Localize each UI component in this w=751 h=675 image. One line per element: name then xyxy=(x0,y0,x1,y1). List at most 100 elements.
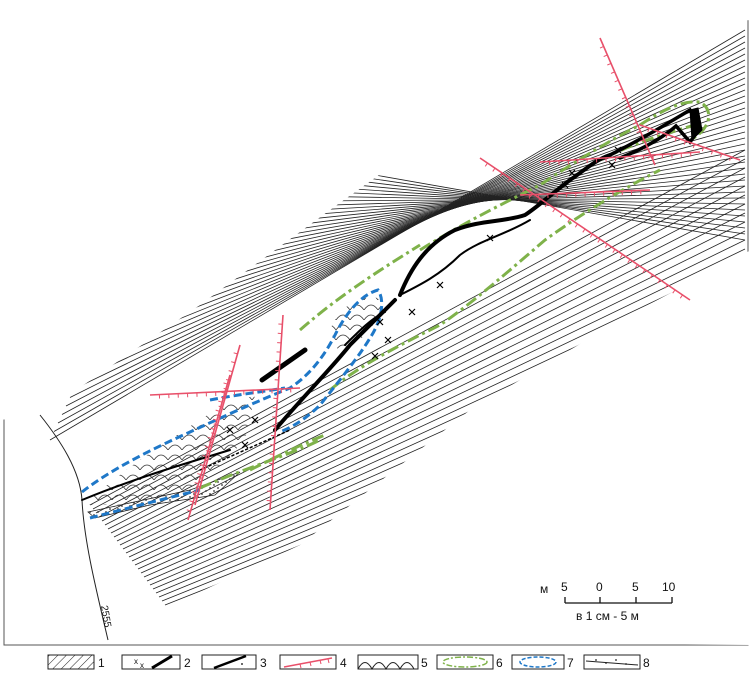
legend-number: 8 xyxy=(643,656,650,670)
fault-tick xyxy=(679,294,683,299)
fault-tick xyxy=(683,140,686,145)
legend-number: 6 xyxy=(496,656,503,670)
fault-tick xyxy=(657,279,661,284)
fault-tick xyxy=(634,264,638,269)
fault-tick xyxy=(202,454,207,458)
fault-tick xyxy=(647,156,652,159)
fault-tick xyxy=(567,218,571,223)
fault-tick xyxy=(619,254,623,258)
fault-tick xyxy=(629,113,634,117)
fault-lines xyxy=(149,37,741,521)
legend-number: 7 xyxy=(567,656,574,670)
green-dash-dot-contour-icon xyxy=(436,654,494,670)
outcrop-mask xyxy=(0,0,751,645)
legend-number: 2 xyxy=(184,656,191,670)
fault-tick xyxy=(582,228,586,233)
fault-tick xyxy=(492,167,496,172)
fault-tick xyxy=(621,96,626,100)
fault-tick xyxy=(228,370,233,373)
blue-contours xyxy=(81,288,384,520)
fault-tick xyxy=(599,46,604,49)
fault-tick xyxy=(642,269,646,274)
legend-number: 5 xyxy=(421,656,428,670)
fault-tick xyxy=(544,203,548,208)
hatched-rock-icon xyxy=(47,654,95,670)
fault-tick xyxy=(212,418,218,421)
fault-tick xyxy=(223,382,228,385)
fault-tick xyxy=(729,156,732,161)
cross-mark xyxy=(376,318,384,326)
cross-mark xyxy=(384,336,392,344)
scale-tick-label: 5 xyxy=(632,580,639,594)
profile-label: 2555 xyxy=(98,605,113,629)
fault-line-with-ticks-icon xyxy=(279,654,337,670)
fault-tick xyxy=(640,139,645,142)
fault-tick xyxy=(220,391,225,394)
fault-tick xyxy=(207,436,212,439)
scaly-zone-upper xyxy=(330,297,382,350)
outcrop-boundary xyxy=(39,414,109,641)
fault-tick xyxy=(218,400,223,403)
fault-tick xyxy=(522,188,526,193)
fault-tick xyxy=(604,243,608,248)
stratum-line xyxy=(89,89,746,356)
fault-tick xyxy=(625,105,630,108)
fault-tick xyxy=(186,509,191,512)
stratum-line xyxy=(93,95,746,347)
cross-mark xyxy=(371,352,379,360)
fault-tick xyxy=(514,183,518,187)
fault-tick xyxy=(672,289,676,294)
fault-tick xyxy=(636,130,641,134)
cross-mark xyxy=(608,161,616,169)
fault-tick xyxy=(197,473,202,476)
fault-tick xyxy=(607,62,612,66)
cross-mark xyxy=(486,234,494,242)
fault-tick xyxy=(614,79,619,83)
fault-tick xyxy=(189,500,194,503)
fault-tick xyxy=(612,249,616,253)
fault-tick xyxy=(233,352,238,355)
cross-mark xyxy=(251,416,259,424)
fault-tick xyxy=(627,259,631,264)
cross-mark xyxy=(568,169,576,177)
thick-vein-with-crosses-icon: x x xyxy=(121,654,181,670)
fault-line xyxy=(269,314,284,511)
cross-marks xyxy=(226,146,622,449)
fault-tick xyxy=(701,147,705,152)
fault-tick xyxy=(674,137,677,142)
scale-tick-label: 5 xyxy=(561,580,568,594)
fault-tick xyxy=(603,54,608,57)
cross-mark xyxy=(226,426,234,434)
cross-mark xyxy=(241,441,249,449)
stratum-line xyxy=(85,83,746,364)
stratum-line xyxy=(122,248,746,550)
scale-tick-label: 10 xyxy=(662,580,676,594)
fault-tick xyxy=(552,208,556,213)
fault-line xyxy=(639,124,741,161)
fault-tick xyxy=(499,172,503,177)
fault-tick xyxy=(610,71,615,74)
cross-mark xyxy=(408,308,416,316)
strata-lines xyxy=(0,0,751,645)
fault-tick xyxy=(618,88,623,91)
scale-bar: м 5 0 5 10 в 1 см - 5 м xyxy=(540,580,676,623)
svg-text:x: x xyxy=(140,661,144,670)
fault-tick xyxy=(656,131,659,136)
fault-tick xyxy=(194,482,199,485)
fault-tick xyxy=(215,409,220,412)
fault-tick xyxy=(649,274,653,279)
fault-tick xyxy=(692,143,696,149)
fault-tick xyxy=(191,491,197,494)
fault-tick xyxy=(643,147,648,151)
stratum-line xyxy=(125,257,746,554)
fault-tick xyxy=(559,213,563,218)
scaly-zone-icon xyxy=(357,654,419,671)
fault-tick xyxy=(720,153,723,158)
fault-tick xyxy=(484,162,488,167)
fault-tick xyxy=(231,361,236,364)
legend-number: 3 xyxy=(260,656,267,670)
fault-tick xyxy=(664,284,668,289)
fault-tick xyxy=(507,178,511,182)
dotted-band-icon xyxy=(583,654,641,670)
fault-tick xyxy=(205,445,210,448)
